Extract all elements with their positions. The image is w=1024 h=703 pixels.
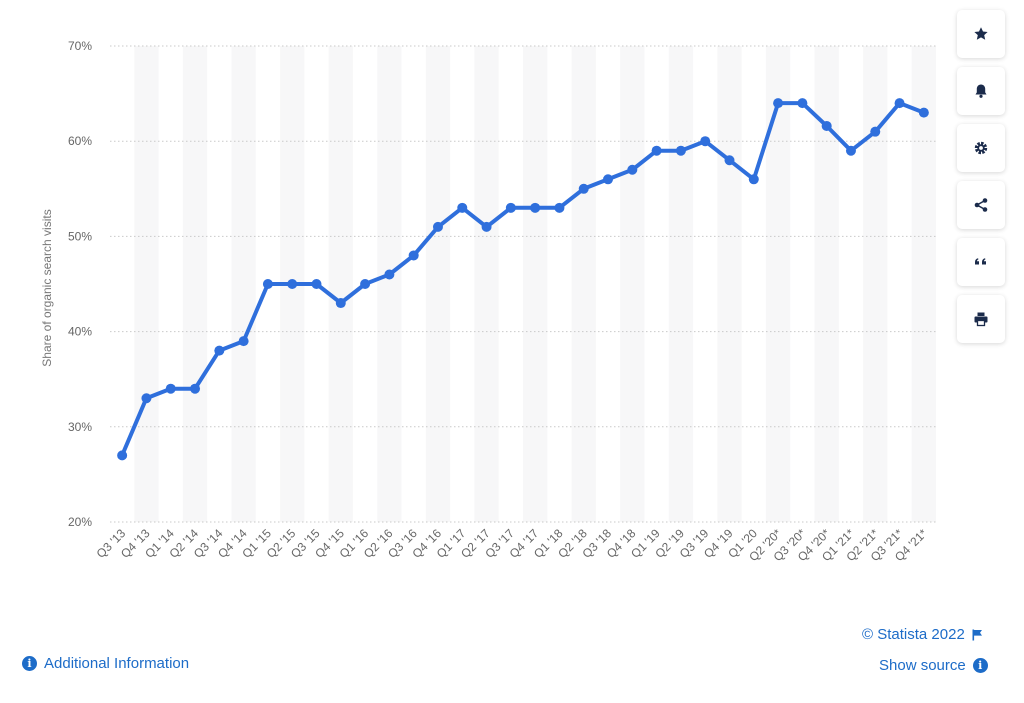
show-source-text: Show source [879,657,966,674]
y-tick-label: 70% [68,39,92,53]
category-band [717,46,742,522]
category-band [328,46,353,522]
bookmark-button[interactable] [957,10,1005,58]
y-tick-label: 40% [68,325,92,339]
data-point[interactable] [627,164,638,175]
data-point[interactable] [651,145,662,156]
data-point[interactable] [870,126,881,137]
data-point[interactable] [700,136,711,147]
gear-icon [974,141,988,155]
share-button[interactable] [957,181,1005,229]
data-point[interactable] [505,202,516,213]
cite-button[interactable] [957,238,1005,286]
category-band [765,46,791,522]
data-point[interactable] [603,174,614,185]
settings-button[interactable] [957,124,1005,172]
data-point[interactable] [238,336,249,347]
data-point[interactable] [918,107,929,118]
y-tick-label: 50% [68,229,92,243]
data-point[interactable] [287,279,298,289]
bell-icon [975,84,987,98]
data-point[interactable] [360,279,371,289]
y-tick-label: 20% [68,515,92,529]
additional-information-link[interactable]: i Additional Information [22,655,189,672]
data-point[interactable] [408,250,419,261]
data-point[interactable] [214,345,225,356]
flag-icon [972,629,982,640]
category-band [182,46,208,522]
data-point[interactable] [141,393,152,404]
share-icon [974,198,988,212]
notification-button[interactable] [957,67,1005,115]
data-point[interactable] [190,383,201,394]
series-points [117,98,929,461]
data-point[interactable] [724,155,735,166]
category-band [911,46,936,522]
category-band [571,46,596,522]
data-point[interactable] [311,279,322,289]
category-band [134,46,159,522]
data-point[interactable] [384,269,395,280]
data-point[interactable] [457,202,468,213]
series-line-path [120,101,926,458]
data-point[interactable] [773,98,784,109]
data-point[interactable] [578,183,589,194]
data-point[interactable] [675,145,686,156]
copyright-text: © Statista 2022 [862,626,965,643]
data-point[interactable] [481,221,492,232]
show-source-link[interactable]: Show source i [879,657,988,674]
data-point[interactable] [117,450,128,461]
category-band [523,46,548,522]
data-point[interactable] [894,98,905,109]
print-button[interactable] [957,295,1005,343]
y-tick-label: 30% [68,420,92,434]
data-point[interactable] [432,221,443,232]
data-point[interactable] [845,145,856,156]
category-band [377,46,402,522]
additional-information-text: Additional Information [44,655,190,672]
info-icon: i [22,656,37,671]
copyright-link[interactable]: © Statista 2022 [862,626,983,643]
info-icon: i [972,658,988,673]
category-band [425,46,451,522]
data-point[interactable] [821,120,832,131]
data-point[interactable] [797,98,808,109]
category-band [620,46,645,522]
data-point[interactable] [530,202,541,213]
category-band [863,46,888,522]
series-line [120,101,926,458]
print-icon [974,312,988,327]
grid-lines [110,45,936,523]
y-tick-label: 60% [68,134,92,148]
data-point[interactable] [165,383,176,394]
data-point[interactable] [335,298,346,309]
category-band [231,46,256,522]
data-point[interactable] [262,279,273,289]
star-icon [974,27,988,40]
data-point[interactable] [748,174,759,185]
y-axis-ticks: 20% 30% 40% 50% 60% 70% [68,39,92,529]
category-bands [134,46,936,522]
chart-toolbar [957,10,1005,343]
quote-icon [975,258,986,265]
data-point[interactable] [554,202,565,213]
y-axis-label: Share of organic search visits [40,209,54,366]
category-band [474,46,499,522]
category-band [668,46,694,522]
